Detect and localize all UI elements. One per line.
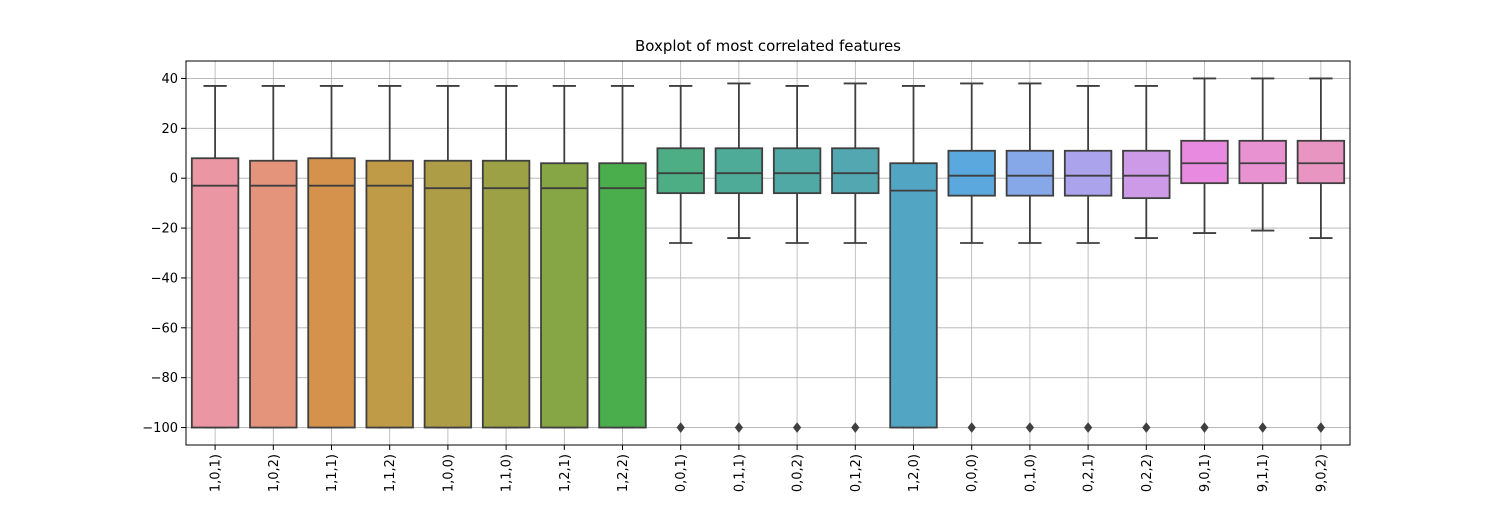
x-tick-label: 9,1,1) — [1256, 454, 1271, 492]
outlier-point — [676, 422, 685, 433]
outlier-point — [792, 422, 802, 433]
box-body — [1063, 149, 1113, 197]
box-body — [1005, 149, 1055, 197]
box-20 — [1296, 77, 1346, 433]
box-body — [598, 162, 647, 429]
box-17 — [1122, 85, 1171, 433]
outlier-point — [1083, 422, 1093, 433]
box-body — [1296, 139, 1346, 185]
plot-frame — [185, 60, 1351, 446]
x-tick-label: 1,1,0) — [500, 454, 515, 492]
box-body — [1180, 139, 1229, 185]
box-19 — [1238, 77, 1287, 433]
x-tick-label: 0,1,2) — [849, 454, 864, 492]
box-11 — [772, 85, 822, 433]
box-14 — [947, 82, 996, 433]
y-tick-label: −20 — [151, 222, 178, 237]
box-body — [307, 157, 356, 429]
x-tick-label: 1,2,1) — [558, 454, 573, 492]
box-7 — [540, 85, 589, 429]
box-1 — [190, 85, 240, 429]
outlier-point — [1258, 422, 1267, 433]
x-tick-label: 1,2,0) — [907, 454, 922, 492]
y-tick-label: −40 — [151, 271, 178, 286]
box-body — [831, 147, 880, 195]
x-axis: 1,0,1) 1,0,2) 1,1,1) 1,1,2) 1,0,0) 1,1,0) 1,2,… — [209, 445, 1329, 492]
box-12 — [831, 82, 880, 433]
box-body — [772, 147, 822, 195]
outlier-point — [851, 422, 860, 433]
x-tick-label: 9,0,2) — [1314, 454, 1329, 492]
box-2 — [249, 85, 298, 429]
outlier-point — [1200, 422, 1209, 433]
outlier-point — [1142, 422, 1151, 433]
y-axis: 40 20 0 −20 −40 −60 −80 −100 — [142, 72, 186, 436]
box-13 — [889, 85, 938, 429]
y-tick-label: 20 — [161, 122, 178, 137]
y-tick-label: −80 — [151, 371, 178, 386]
boxes — [190, 77, 1346, 433]
box-9 — [656, 85, 705, 433]
x-tick-label: 1,0,1) — [209, 454, 224, 492]
box-body — [714, 147, 764, 195]
x-tick-label: 1,1,1) — [325, 454, 340, 492]
box-10 — [714, 82, 764, 433]
x-tick-label: 1,1,2) — [383, 454, 398, 492]
outlier-point — [734, 422, 744, 433]
box-body — [889, 162, 938, 429]
box-body — [1238, 139, 1287, 185]
y-tick-label: 0 — [170, 172, 178, 187]
box-3 — [307, 85, 356, 429]
box-8 — [598, 85, 647, 429]
outlier-point — [1025, 422, 1035, 433]
box-body — [249, 159, 298, 429]
box-4 — [365, 85, 414, 429]
box-body — [365, 159, 414, 429]
outlier-point — [967, 422, 976, 433]
box-18 — [1180, 77, 1229, 433]
x-tick-label: 0,2,1) — [1082, 454, 1097, 492]
box-16 — [1063, 85, 1113, 433]
x-tick-label: 0,2,2) — [1140, 454, 1155, 492]
chart-title: Boxplot of most correlated features — [635, 37, 901, 55]
box-body — [423, 159, 473, 429]
box-5 — [423, 85, 473, 429]
x-tick-label: 0,0,1) — [674, 454, 689, 492]
y-tick-label: 40 — [161, 72, 178, 87]
y-tick-label: −60 — [151, 321, 178, 336]
x-tick-label: 0,1,0) — [1023, 454, 1038, 492]
x-tick-label: 1,2,2) — [616, 454, 631, 492]
x-tick-label: 0,1,1) — [732, 454, 747, 492]
box-body — [656, 147, 705, 195]
box-body — [190, 157, 240, 429]
box-body — [1122, 149, 1171, 200]
outlier-point — [1316, 422, 1326, 433]
x-tick-label: 1,0,0) — [441, 454, 456, 492]
box-body — [540, 162, 589, 429]
x-tick-label: 1,0,2) — [267, 454, 282, 492]
box-15 — [1005, 82, 1055, 433]
y-tick-label: −100 — [142, 421, 178, 436]
box-body — [947, 149, 996, 197]
box-body — [481, 159, 531, 429]
x-tick-label: 0,0,2) — [791, 454, 806, 492]
x-tick-label: 9,0,1) — [1198, 454, 1213, 492]
box-6 — [481, 85, 531, 429]
x-tick-label: 0,0,0) — [965, 454, 980, 492]
